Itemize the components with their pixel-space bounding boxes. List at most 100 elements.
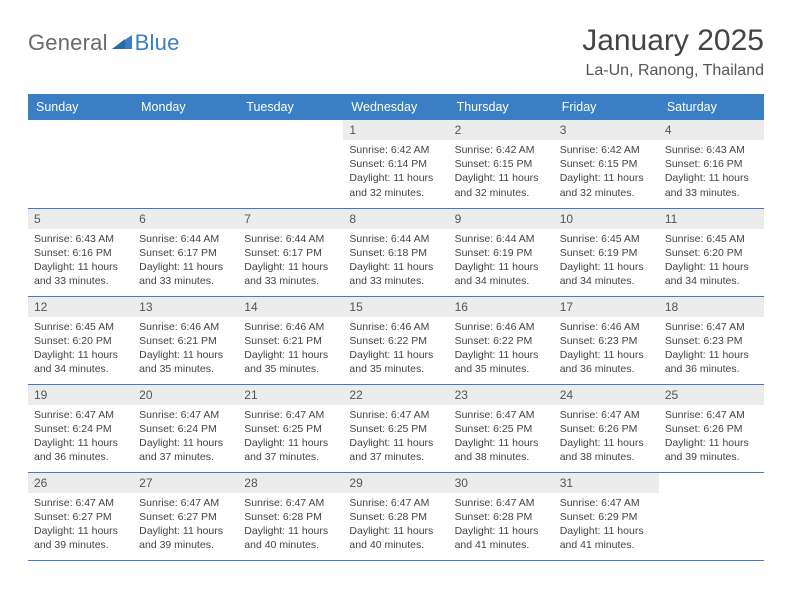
sunrise-value: 6:47 AM xyxy=(706,409,745,421)
day-cell: 21Sunrise: 6:47 AMSunset: 6:25 PMDayligh… xyxy=(238,384,343,472)
sunset-value: 6:25 PM xyxy=(388,423,427,435)
sunrise-label: Sunrise: xyxy=(349,144,388,156)
sunset-value: 6:22 PM xyxy=(388,335,427,347)
daylight-label: Daylight: xyxy=(665,349,706,361)
sunrise-value: 6:44 AM xyxy=(496,233,535,245)
day-content: Sunrise: 6:44 AMSunset: 6:19 PMDaylight:… xyxy=(449,229,554,295)
sunrise-label: Sunrise: xyxy=(455,144,494,156)
sunset-label: Sunset: xyxy=(665,335,701,347)
day-content: Sunrise: 6:42 AMSunset: 6:14 PMDaylight:… xyxy=(343,140,448,206)
day-number: 25 xyxy=(659,385,764,405)
day-cell: 17Sunrise: 6:46 AMSunset: 6:23 PMDayligh… xyxy=(554,296,659,384)
sunrise-label: Sunrise: xyxy=(560,321,599,333)
sunset-label: Sunset: xyxy=(665,423,701,435)
day-number: 29 xyxy=(343,473,448,493)
sunrise-value: 6:47 AM xyxy=(391,497,430,509)
sunset-label: Sunset: xyxy=(349,423,385,435)
day-content: Sunrise: 6:43 AMSunset: 6:16 PMDaylight:… xyxy=(28,229,133,295)
day-cell: 11Sunrise: 6:45 AMSunset: 6:20 PMDayligh… xyxy=(659,208,764,296)
day-cell: 4Sunrise: 6:43 AMSunset: 6:16 PMDaylight… xyxy=(659,120,764,208)
sunrise-value: 6:42 AM xyxy=(496,144,535,156)
day-cell: 20Sunrise: 6:47 AMSunset: 6:24 PMDayligh… xyxy=(133,384,238,472)
daylight-label: Daylight: xyxy=(244,437,285,449)
sunrise-value: 6:44 AM xyxy=(286,233,325,245)
day-content: Sunrise: 6:42 AMSunset: 6:15 PMDaylight:… xyxy=(554,140,659,206)
sunrise-label: Sunrise: xyxy=(139,321,178,333)
day-number: 11 xyxy=(659,209,764,229)
day-cell: 27Sunrise: 6:47 AMSunset: 6:27 PMDayligh… xyxy=(133,472,238,560)
sunset-label: Sunset: xyxy=(139,423,175,435)
sunrise-label: Sunrise: xyxy=(244,233,283,245)
sunrise-label: Sunrise: xyxy=(455,497,494,509)
sunset-value: 6:28 PM xyxy=(493,511,532,523)
day-number: 18 xyxy=(659,297,764,317)
sunset-label: Sunset: xyxy=(139,247,175,259)
sunset-value: 6:21 PM xyxy=(178,335,217,347)
day-cell: 25Sunrise: 6:47 AMSunset: 6:26 PMDayligh… xyxy=(659,384,764,472)
day-cell: 31Sunrise: 6:47 AMSunset: 6:29 PMDayligh… xyxy=(554,472,659,560)
daylight-label: Daylight: xyxy=(349,172,390,184)
daylight-label: Daylight: xyxy=(139,525,180,537)
daylight-label: Daylight: xyxy=(665,172,706,184)
sunrise-value: 6:47 AM xyxy=(75,409,114,421)
sunset-value: 6:28 PM xyxy=(388,511,427,523)
sunrise-value: 6:44 AM xyxy=(391,233,430,245)
day-cell: 22Sunrise: 6:47 AMSunset: 6:25 PMDayligh… xyxy=(343,384,448,472)
calendar-page: General Blue January 2025 La-Un, Ranong,… xyxy=(0,0,792,585)
day-cell: 3Sunrise: 6:42 AMSunset: 6:15 PMDaylight… xyxy=(554,120,659,208)
day-content: Sunrise: 6:47 AMSunset: 6:27 PMDaylight:… xyxy=(133,493,238,559)
sunset-label: Sunset: xyxy=(665,158,701,170)
sunset-value: 6:16 PM xyxy=(73,247,112,259)
dow-tuesday: Tuesday xyxy=(238,94,343,120)
day-cell xyxy=(133,120,238,208)
day-cell: 28Sunrise: 6:47 AMSunset: 6:28 PMDayligh… xyxy=(238,472,343,560)
sunrise-value: 6:47 AM xyxy=(391,409,430,421)
day-number: 8 xyxy=(343,209,448,229)
day-content: Sunrise: 6:45 AMSunset: 6:19 PMDaylight:… xyxy=(554,229,659,295)
day-cell: 5Sunrise: 6:43 AMSunset: 6:16 PMDaylight… xyxy=(28,208,133,296)
sunset-value: 6:19 PM xyxy=(493,247,532,259)
sunset-label: Sunset: xyxy=(244,511,280,523)
week-row: 5Sunrise: 6:43 AMSunset: 6:16 PMDaylight… xyxy=(28,208,764,296)
daylight-label: Daylight: xyxy=(34,349,75,361)
header: General Blue January 2025 La-Un, Ranong,… xyxy=(28,24,764,80)
day-number: 22 xyxy=(343,385,448,405)
sunset-label: Sunset: xyxy=(455,511,491,523)
sunrise-value: 6:45 AM xyxy=(75,321,114,333)
sunset-value: 6:23 PM xyxy=(703,335,742,347)
dow-saturday: Saturday xyxy=(659,94,764,120)
sunrise-value: 6:46 AM xyxy=(181,321,220,333)
day-content: Sunrise: 6:46 AMSunset: 6:21 PMDaylight:… xyxy=(133,317,238,383)
daylight-label: Daylight: xyxy=(244,261,285,273)
day-cell: 9Sunrise: 6:44 AMSunset: 6:19 PMDaylight… xyxy=(449,208,554,296)
sunrise-value: 6:46 AM xyxy=(601,321,640,333)
day-number: 10 xyxy=(554,209,659,229)
daylight-label: Daylight: xyxy=(455,172,496,184)
sunrise-value: 6:46 AM xyxy=(286,321,325,333)
sunset-value: 6:27 PM xyxy=(178,511,217,523)
sunset-label: Sunset: xyxy=(560,158,596,170)
sunrise-value: 6:43 AM xyxy=(75,233,114,245)
sunrise-value: 6:43 AM xyxy=(706,144,745,156)
week-row: 1Sunrise: 6:42 AMSunset: 6:14 PMDaylight… xyxy=(28,120,764,208)
sunset-value: 6:28 PM xyxy=(283,511,322,523)
day-number: 20 xyxy=(133,385,238,405)
daylight-label: Daylight: xyxy=(244,349,285,361)
sunrise-label: Sunrise: xyxy=(139,409,178,421)
day-cell xyxy=(238,120,343,208)
sunrise-value: 6:47 AM xyxy=(75,497,114,509)
brand-text-blue: Blue xyxy=(135,30,180,56)
sunrise-label: Sunrise: xyxy=(34,321,73,333)
day-cell: 24Sunrise: 6:47 AMSunset: 6:26 PMDayligh… xyxy=(554,384,659,472)
day-content: Sunrise: 6:47 AMSunset: 6:28 PMDaylight:… xyxy=(449,493,554,559)
dow-wednesday: Wednesday xyxy=(343,94,448,120)
sunrise-label: Sunrise: xyxy=(349,497,388,509)
day-number: 6 xyxy=(133,209,238,229)
sunrise-label: Sunrise: xyxy=(139,497,178,509)
day-number: 4 xyxy=(659,120,764,140)
sunset-label: Sunset: xyxy=(560,423,596,435)
day-content: Sunrise: 6:46 AMSunset: 6:22 PMDaylight:… xyxy=(449,317,554,383)
dow-sunday: Sunday xyxy=(28,94,133,120)
day-cell: 13Sunrise: 6:46 AMSunset: 6:21 PMDayligh… xyxy=(133,296,238,384)
day-content: Sunrise: 6:44 AMSunset: 6:17 PMDaylight:… xyxy=(238,229,343,295)
